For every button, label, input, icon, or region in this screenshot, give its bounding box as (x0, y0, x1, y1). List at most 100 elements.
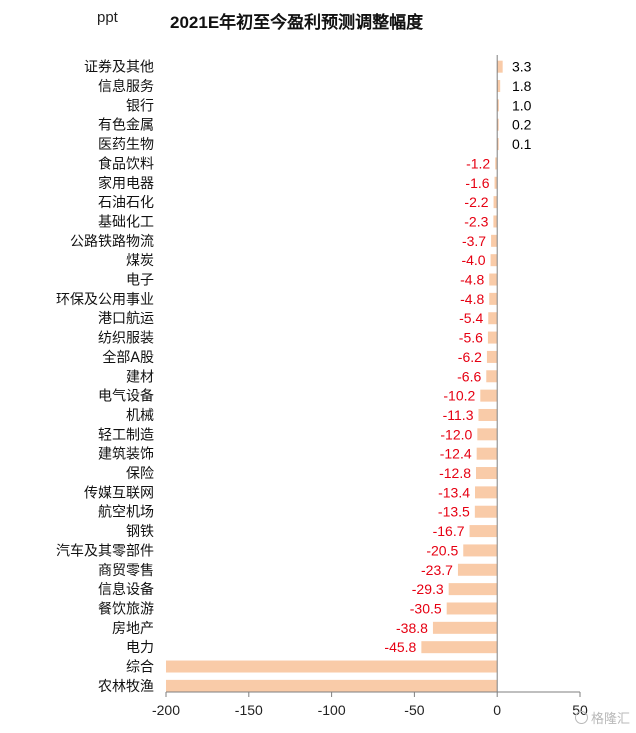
category-label-14: 港口航运 (98, 311, 154, 327)
category-label-8: 石油石化 (98, 195, 154, 211)
data-label-13: -4.8 (460, 291, 484, 307)
data-label-16: -6.2 (458, 349, 482, 365)
bar-20 (477, 428, 498, 441)
category-label-17: 建材 (126, 369, 154, 385)
bar-13 (489, 292, 498, 305)
bar-6 (495, 157, 498, 170)
category-label-31: 电力 (126, 640, 154, 656)
bar-26 (463, 544, 498, 557)
bar-5 (497, 138, 499, 151)
bar-3 (497, 99, 499, 112)
category-label-10: 公路铁路物流 (70, 234, 154, 250)
bar-25 (469, 525, 498, 538)
bar-18 (480, 389, 498, 402)
watermark-logo-icon (574, 711, 588, 724)
category-label-12: 电子 (126, 273, 154, 289)
bar-32 (166, 660, 498, 673)
data-label-25: -16.7 (433, 523, 465, 539)
bar-27 (457, 563, 498, 576)
data-label-20: -12.0 (440, 426, 472, 442)
data-label-2: 1.8 (512, 78, 532, 94)
category-label-19: 机械 (126, 408, 154, 424)
category-label-22: 保险 (126, 466, 154, 482)
bar-24 (474, 505, 498, 518)
category-label-9: 基础化工 (98, 213, 154, 230)
bar-14 (488, 312, 498, 325)
data-label-14: -5.4 (459, 310, 483, 326)
category-label-18: 电气设备 (98, 388, 154, 405)
category-label-2: 信息服务 (98, 78, 154, 95)
data-label-29: -30.5 (410, 600, 442, 616)
category-label-6: 食品饮料 (98, 155, 154, 172)
bar-1 (497, 60, 503, 73)
category-label-29: 餐饮旅游 (98, 601, 154, 617)
watermark-text: 格隆汇 (590, 712, 630, 727)
x-tick-label-5: 0 (493, 702, 501, 718)
bar-30 (432, 621, 498, 634)
data-label-4: 0.2 (512, 117, 532, 133)
bar-28 (448, 583, 498, 596)
data-label-15: -5.6 (459, 330, 483, 346)
data-label-17: -6.6 (457, 368, 481, 384)
category-label-24: 航空机场 (98, 505, 154, 521)
bar-2 (497, 80, 501, 93)
bar-31 (421, 641, 498, 654)
category-label-13: 环保及公用事业 (56, 292, 154, 308)
data-label-10: -3.7 (462, 233, 486, 249)
bar-22 (476, 467, 498, 480)
data-label-1: 3.3 (512, 59, 532, 75)
category-label-3: 银行 (126, 98, 154, 114)
category-label-30: 房地产 (112, 621, 154, 637)
category-label-11: 煤炭 (126, 253, 154, 269)
bar-7 (494, 176, 498, 189)
category-label-26: 汽车及其零部件 (56, 542, 154, 559)
category-label-1: 证券及其他 (84, 60, 154, 76)
data-label-11: -4.0 (461, 252, 485, 268)
data-label-9: -2.3 (464, 213, 488, 229)
data-label-26: -20.5 (426, 542, 458, 558)
bar-23 (475, 486, 498, 499)
x-tick-label-2: -150 (235, 702, 263, 718)
bar-12 (489, 273, 498, 286)
bar-19 (478, 408, 498, 421)
category-label-5: 医药生物 (98, 137, 154, 153)
unit-label: ppt (97, 9, 118, 26)
category-label-21: 建筑装饰 (98, 447, 154, 463)
chart-title: 2021E年初至今盈利预测调整幅度 (170, 13, 424, 32)
category-label-33: 农林牧渔 (98, 679, 154, 695)
category-label-20: 轻工制造 (98, 427, 154, 443)
bar-11 (490, 254, 498, 267)
data-label-31: -45.8 (384, 639, 416, 655)
data-label-30: -38.8 (396, 620, 428, 636)
data-label-28: -29.3 (412, 581, 444, 597)
category-label-15: 纺织服装 (98, 331, 154, 347)
bar-21 (476, 447, 498, 460)
bar-29 (446, 602, 498, 615)
data-label-12: -4.8 (460, 272, 484, 288)
data-label-6: -1.2 (466, 155, 490, 171)
data-label-7: -1.6 (465, 175, 489, 191)
data-label-21: -12.4 (440, 446, 472, 462)
bar-15 (487, 331, 498, 344)
category-label-27: 商贸零售 (98, 563, 154, 579)
category-label-32: 综合 (126, 660, 154, 676)
data-label-23: -13.4 (438, 484, 470, 500)
category-label-25: 钢铁 (126, 524, 154, 540)
category-label-7: 家用电器 (98, 175, 154, 192)
category-label-28: 信息设备 (98, 581, 154, 598)
bar-9 (493, 215, 498, 228)
bar-4 (497, 118, 499, 131)
data-label-3: 1.0 (512, 97, 532, 113)
x-tick-label-4: -50 (404, 702, 424, 718)
x-tick-label-3: -100 (318, 702, 346, 718)
data-label-5: 0.1 (512, 136, 532, 152)
bar-8 (493, 196, 498, 209)
category-label-4: 有色金属 (98, 117, 154, 134)
watermark: 格隆汇 (574, 708, 630, 727)
data-label-18: -10.2 (443, 388, 475, 404)
bar-10 (491, 234, 498, 247)
category-label-16: 全部A股 (102, 349, 154, 366)
data-label-8: -2.2 (464, 194, 488, 210)
data-label-27: -23.7 (421, 562, 453, 578)
